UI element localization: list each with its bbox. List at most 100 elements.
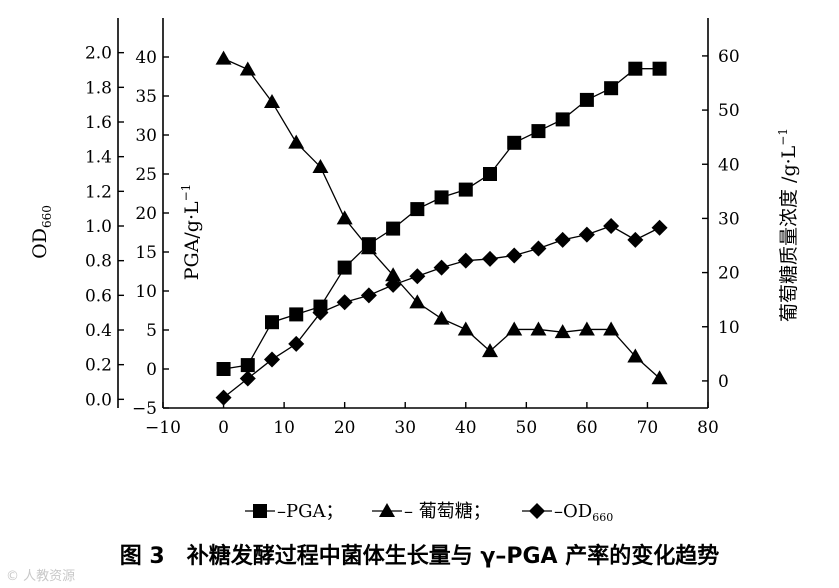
od-series-point <box>651 219 668 236</box>
od-tick-label: 0.8 <box>85 252 112 272</box>
pga-tick-label: 35 <box>135 87 157 107</box>
x-tick-label: −10 <box>145 418 181 438</box>
x-tick-label: 20 <box>334 418 356 438</box>
pga-series-point <box>434 190 449 205</box>
glucose-series-point <box>336 210 353 225</box>
x-axis: −10 0 10 20 30 40 50 60 70 80 <box>145 402 719 438</box>
glucose-tick-label: 50 <box>718 101 740 121</box>
glucose-series-point <box>215 50 232 65</box>
od-axis-label-sub: 660 <box>40 205 54 228</box>
pga-series-point <box>628 61 643 76</box>
pga-series-point <box>265 315 279 330</box>
pga-series-point <box>531 124 546 139</box>
pga-tick-label: −5 <box>132 399 157 419</box>
x-tick-label: 70 <box>637 418 659 438</box>
od-series-point <box>215 389 232 406</box>
glucose-series-point <box>312 158 329 173</box>
glucose-tick-label: 20 <box>718 264 740 284</box>
legend-label-main: –OD <box>554 501 592 522</box>
glucose-series-point <box>651 370 668 385</box>
glucose-tick-label: 60 <box>718 47 740 67</box>
pga-series-point <box>410 202 425 217</box>
od-axis-label: OD660 <box>29 205 54 259</box>
pga-axis-label: PGA/g·L−1 <box>179 184 203 281</box>
x-tick-label: 0 <box>218 418 229 438</box>
pga-series-point <box>458 182 473 197</box>
od-tick-label: 1.8 <box>85 78 112 98</box>
glucose-series-point <box>264 93 280 108</box>
legend-marker-square <box>253 504 267 518</box>
figure-caption: 图 3 补糖发酵过程中菌体生长量与 γ–PGA 产率的变化趋势 <box>119 544 720 569</box>
glucose-series-point <box>409 294 426 309</box>
pga-tick-label: 0 <box>146 360 157 380</box>
od-series-point <box>385 276 402 293</box>
od-tick-label: 0.2 <box>85 356 112 376</box>
glucose-series-point <box>360 240 377 255</box>
od-tick-label: 1.4 <box>85 148 112 168</box>
pga-tick-label: 15 <box>135 243 157 263</box>
od-series-point <box>627 231 644 248</box>
x-tick-label: 40 <box>455 418 477 438</box>
glucose-axis-label-main: 葡萄糖质量浓度 /g·L <box>778 145 800 322</box>
pga-axis: −5 0 5 10 15 20 25 30 35 40 PGA/g·L−1 <box>132 48 203 419</box>
glucose-series-point <box>385 267 402 282</box>
x-tick-label: 30 <box>394 418 416 438</box>
od-series-point <box>336 294 353 311</box>
pga-series-point <box>579 92 594 107</box>
pga-tick-label: 40 <box>135 48 157 68</box>
od-series-point <box>530 240 547 257</box>
pga-series-point <box>337 260 352 275</box>
pga-series-point <box>483 167 497 181</box>
legend-label-main: – 葡萄糖； <box>404 501 491 522</box>
od-series-point <box>360 287 377 304</box>
glucose-series-line <box>223 58 660 379</box>
glucose-tick-label: 0 <box>718 372 729 392</box>
pga-axis-label-main: PGA/g·L <box>181 201 203 280</box>
od-axis: 0.0 0.2 0.4 0.6 0.8 1.0 1.2 1.4 1.6 1.8 2.0 OD660 <box>29 18 124 410</box>
glucose-series-point <box>554 324 571 339</box>
pga-series-point <box>216 362 231 376</box>
od-tick-label: 1.6 <box>85 113 112 133</box>
od-series-point <box>409 268 426 285</box>
glucose-axis-label: 葡萄糖质量浓度 /g·L−1 <box>776 128 800 322</box>
od-series-point <box>288 335 305 352</box>
legend-label: – 葡萄糖； <box>404 501 491 522</box>
pga-tick-label: 20 <box>135 204 157 224</box>
od-series-point <box>239 370 256 387</box>
legend-label-main: –PGA； <box>277 501 344 522</box>
od-series-point <box>482 250 498 267</box>
od-tick-label: 0.6 <box>85 286 112 306</box>
x-tick-label: 10 <box>273 418 295 438</box>
pga-series-point <box>555 112 570 127</box>
pga-series-point <box>604 81 619 96</box>
pga-series-point <box>289 307 304 322</box>
glucose-series-point <box>288 134 305 149</box>
x-tick-label: 60 <box>576 418 598 438</box>
x-tick-label: 80 <box>697 418 719 438</box>
glucose-series-point <box>457 321 474 336</box>
pga-series-point <box>386 221 401 236</box>
od-tick-label: 1.2 <box>85 182 112 202</box>
glucose-series-point <box>530 321 547 336</box>
od-tick-label: 0.0 <box>85 390 112 410</box>
glucose-axis: 0 10 20 30 40 50 60 葡萄糖质量浓度 /g·L−1 <box>702 47 800 392</box>
glucose-tick-label: 10 <box>718 318 740 338</box>
pga-series-point <box>240 358 255 373</box>
glucose-axis-label-sup: −1 <box>776 128 790 146</box>
legend-marker-triangle <box>379 503 395 517</box>
od-tick-label: 2.0 <box>85 44 112 64</box>
legend-label: –PGA； <box>277 501 344 522</box>
glucose-series-point <box>627 348 644 363</box>
pga-tick-label: 30 <box>135 126 157 146</box>
pga-tick-label: 10 <box>135 282 157 302</box>
pga-axis-label-sup: −1 <box>179 184 193 202</box>
od-series-point <box>554 231 571 248</box>
od-series-point <box>312 304 329 321</box>
pga-tick-label: 5 <box>146 321 157 341</box>
legend: –PGA； – 葡萄糖； –OD660 <box>245 501 613 524</box>
series-layer <box>215 50 668 406</box>
watermark: © 人教资源 <box>6 569 76 584</box>
glucose-series-point <box>433 310 450 325</box>
od-tick-label: 0.4 <box>85 321 112 341</box>
